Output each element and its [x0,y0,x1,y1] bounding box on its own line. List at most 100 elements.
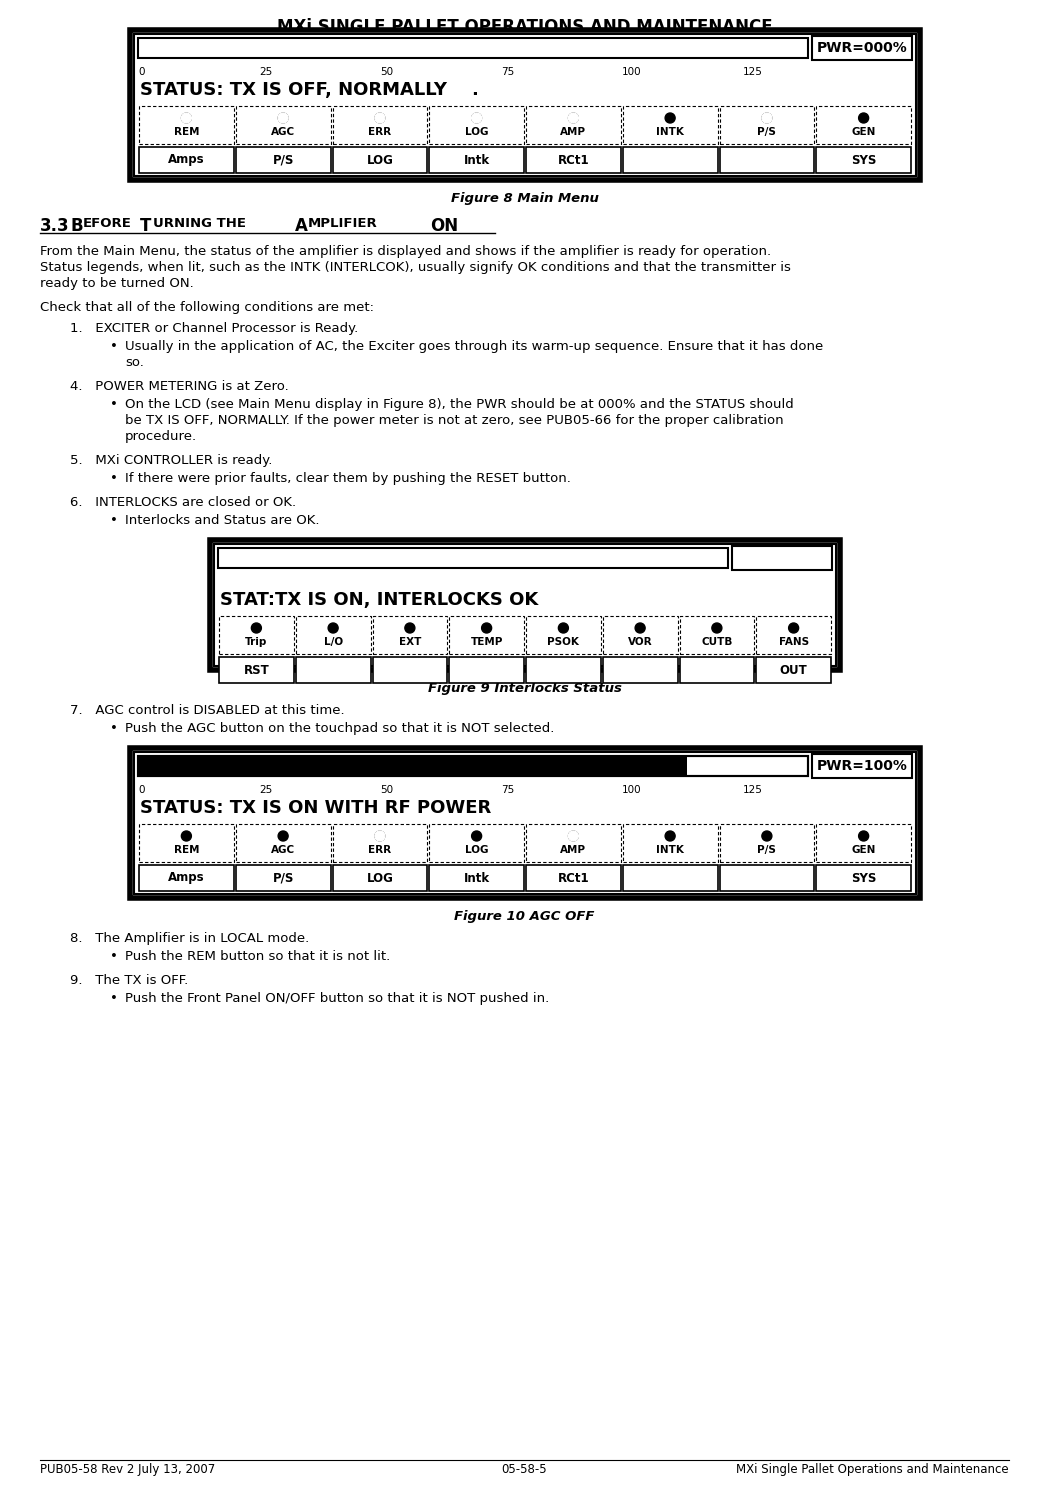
Text: URNING THE: URNING THE [153,218,247,229]
Text: 50: 50 [380,67,393,77]
Text: 125: 125 [743,67,763,77]
Text: AMP: AMP [560,845,586,855]
Circle shape [789,623,798,633]
Text: Figure 9 Interlocks Status: Figure 9 Interlocks Status [428,682,621,694]
Text: Figure 8 Main Menu: Figure 8 Main Menu [451,192,598,206]
Text: PWR=000%: PWR=000% [816,42,907,55]
Text: REM: REM [174,845,199,855]
Text: FANS: FANS [778,638,809,647]
Text: RCt1: RCt1 [558,153,590,167]
Text: PWR=100%: PWR=100% [816,758,907,773]
Bar [236,824,330,863]
Text: Push the REM button so that it is not lit.: Push the REM button so that it is not li… [125,951,390,963]
Text: GEN: GEN [852,845,876,855]
Circle shape [472,113,481,124]
Circle shape [569,831,578,840]
Circle shape [859,831,869,840]
Text: P/S: P/S [273,872,294,885]
Text: ERR: ERR [368,127,391,137]
Bar [526,657,601,682]
Bar [816,106,911,145]
Circle shape [252,623,261,633]
Text: EXT: EXT [399,638,421,647]
Bar [623,106,718,145]
Text: 50: 50 [380,785,393,796]
Circle shape [712,623,722,633]
Bar [429,866,524,891]
Bar [333,106,427,145]
Text: AGC: AGC [271,845,295,855]
Bar [218,548,728,568]
Circle shape [665,831,676,840]
Text: P/S: P/S [757,127,776,137]
Text: STAT:TX IS ON, INTERLOCKS OK: STAT:TX IS ON, INTERLOCKS OK [220,592,538,609]
Text: RST: RST [243,663,270,676]
Bar [680,615,754,654]
Circle shape [762,113,772,124]
Text: Push the AGC button on the touchpad so that it is NOT selected.: Push the AGC button on the touchpad so t… [125,723,554,735]
Bar [130,30,920,180]
Text: 9.   The TX is OFF.: 9. The TX is OFF. [70,974,188,986]
Bar [526,866,621,891]
Bar [372,657,447,682]
Bar [680,657,754,682]
Text: 75: 75 [501,67,514,77]
Bar [526,148,621,173]
Text: ready to be turned ON.: ready to be turned ON. [40,277,194,291]
Bar [210,539,840,670]
Text: procedure.: procedure. [125,431,197,443]
Bar [720,824,814,863]
Text: Intk: Intk [464,872,490,885]
Text: 8.   The Amplifier is in LOCAL mode.: 8. The Amplifier is in LOCAL mode. [70,933,309,945]
Text: STATUS: TX IS ON WITH RF POWER: STATUS: TX IS ON WITH RF POWER [140,799,491,817]
Bar [372,615,447,654]
Bar [236,866,330,891]
Text: Amps: Amps [168,872,205,885]
Text: CUTB: CUTB [701,638,732,647]
Circle shape [762,831,772,840]
Text: 25: 25 [259,67,273,77]
Text: 25: 25 [259,785,273,796]
Bar [296,657,370,682]
Text: ON: ON [430,218,458,235]
Bar [603,615,678,654]
Text: •: • [110,992,117,1004]
Text: •: • [110,723,117,735]
Text: LOG: LOG [465,845,489,855]
Text: ERR: ERR [368,845,391,855]
Bar [138,755,808,776]
Text: LOG: LOG [465,127,489,137]
Text: PUB05-58 Rev 2 July 13, 2007: PUB05-58 Rev 2 July 13, 2007 [40,1463,215,1477]
Text: so.: so. [125,356,144,370]
Text: INTK: INTK [657,845,684,855]
Bar [526,615,601,654]
Circle shape [481,623,492,633]
Circle shape [278,831,288,840]
Bar [429,824,524,863]
Text: Amps: Amps [168,153,205,167]
Bar [812,36,912,60]
Bar [214,544,836,666]
Bar [603,657,678,682]
Text: •: • [110,340,117,353]
Circle shape [569,113,578,124]
Bar [296,615,370,654]
Bar [816,866,911,891]
Text: VOR: VOR [627,638,652,647]
Text: A: A [295,218,307,235]
Text: SYS: SYS [851,872,876,885]
Bar [816,824,911,863]
Bar [134,752,916,894]
Bar [333,148,427,173]
Text: AMP: AMP [560,127,586,137]
Text: MXi Single Pallet Operations and Maintenance: MXi Single Pallet Operations and Mainten… [736,1463,1009,1477]
Text: 5.   MXi CONTROLLER is ready.: 5. MXi CONTROLLER is ready. [70,454,273,466]
Text: MPLIFIER: MPLIFIER [308,218,378,229]
Bar [756,615,831,654]
Text: 125: 125 [743,785,763,796]
Text: GEN: GEN [852,127,876,137]
Text: 05-58-5: 05-58-5 [501,1463,548,1477]
Text: •: • [110,472,117,486]
Text: 7.   AGC control is DISABLED at this time.: 7. AGC control is DISABLED at this time. [70,703,345,717]
Text: T: T [140,218,151,235]
